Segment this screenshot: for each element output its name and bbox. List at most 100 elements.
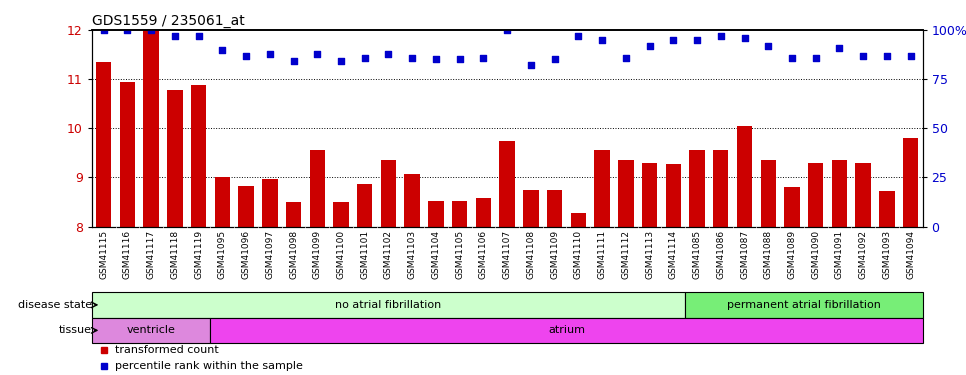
Text: GSM41086: GSM41086	[716, 230, 725, 279]
Text: GSM41113: GSM41113	[645, 230, 654, 279]
Point	[120, 27, 135, 33]
Point	[405, 54, 420, 60]
Bar	[309, 150, 325, 226]
Bar	[120, 82, 135, 226]
Text: GSM41089: GSM41089	[787, 230, 797, 279]
Text: GSM41109: GSM41109	[550, 230, 559, 279]
Point	[333, 58, 349, 64]
Point	[903, 53, 919, 58]
Bar	[903, 138, 919, 226]
Text: GSM41111: GSM41111	[598, 230, 607, 279]
Bar	[760, 160, 776, 226]
Text: GSM41117: GSM41117	[147, 230, 156, 279]
Text: GSM41106: GSM41106	[479, 230, 488, 279]
Bar	[211, 318, 923, 343]
Bar	[92, 318, 211, 343]
Point	[547, 57, 562, 63]
Bar	[191, 85, 207, 226]
Bar	[333, 202, 349, 226]
Bar	[475, 198, 491, 226]
Point	[760, 43, 776, 49]
Text: no atrial fibrillation: no atrial fibrillation	[335, 300, 441, 310]
Point	[262, 51, 277, 57]
Point	[499, 27, 515, 33]
Bar	[96, 62, 111, 226]
Point	[666, 37, 681, 43]
Text: GSM41102: GSM41102	[384, 230, 393, 279]
Bar	[784, 187, 800, 226]
Text: GSM41101: GSM41101	[360, 230, 369, 279]
Bar	[167, 90, 183, 226]
Bar	[405, 174, 420, 226]
Bar	[594, 150, 610, 226]
Point	[357, 54, 373, 60]
Bar	[143, 30, 158, 226]
Bar	[832, 160, 847, 226]
Point	[641, 43, 657, 49]
Point	[475, 54, 491, 60]
Text: GSM41090: GSM41090	[811, 230, 820, 279]
Point	[594, 37, 610, 43]
Point	[239, 53, 254, 58]
Point	[524, 62, 539, 68]
Text: percentile rank within the sample: percentile rank within the sample	[115, 361, 303, 370]
Text: GSM41103: GSM41103	[408, 230, 416, 279]
Text: ventricle: ventricle	[127, 326, 176, 335]
Point	[428, 57, 443, 63]
Text: GSM41112: GSM41112	[621, 230, 631, 279]
Text: GSM41105: GSM41105	[455, 230, 465, 279]
Point	[309, 51, 325, 57]
Text: GDS1559 / 235061_at: GDS1559 / 235061_at	[92, 13, 244, 28]
Text: GSM41108: GSM41108	[526, 230, 535, 279]
Text: GSM41119: GSM41119	[194, 230, 203, 279]
Text: GSM41114: GSM41114	[668, 230, 678, 279]
Point	[571, 33, 586, 39]
Point	[618, 54, 634, 60]
Point	[879, 53, 895, 58]
Point	[191, 33, 207, 39]
Bar	[239, 186, 254, 226]
Point	[167, 33, 183, 39]
Point	[143, 27, 158, 33]
Point	[737, 35, 753, 41]
Text: GSM41095: GSM41095	[217, 230, 227, 279]
Text: disease state: disease state	[17, 300, 92, 310]
Bar	[92, 292, 685, 318]
Point	[832, 45, 847, 51]
Bar	[357, 184, 373, 226]
Bar	[214, 177, 230, 226]
Text: atrium: atrium	[548, 326, 585, 335]
Text: GSM41104: GSM41104	[432, 230, 440, 279]
Bar	[524, 190, 539, 226]
Bar	[713, 150, 728, 226]
Text: GSM41097: GSM41097	[266, 230, 274, 279]
Text: GSM41091: GSM41091	[835, 230, 844, 279]
Point	[808, 54, 823, 60]
Bar	[808, 163, 823, 226]
Text: GSM41092: GSM41092	[859, 230, 867, 279]
Text: GSM41093: GSM41093	[882, 230, 892, 279]
Text: GSM41116: GSM41116	[123, 230, 132, 279]
Point	[96, 27, 111, 33]
Bar	[641, 163, 657, 226]
Bar	[685, 292, 923, 318]
Point	[286, 58, 301, 64]
Text: GSM41098: GSM41098	[289, 230, 298, 279]
Bar	[856, 163, 871, 226]
Text: GSM41100: GSM41100	[336, 230, 346, 279]
Point	[856, 53, 871, 58]
Point	[214, 46, 230, 53]
Bar	[381, 160, 396, 226]
Text: GSM41115: GSM41115	[99, 230, 108, 279]
Text: GSM41085: GSM41085	[693, 230, 701, 279]
Text: transformed count: transformed count	[115, 345, 218, 355]
Text: GSM41088: GSM41088	[764, 230, 773, 279]
Text: GSM41110: GSM41110	[574, 230, 582, 279]
Bar	[618, 160, 634, 226]
Text: GSM41107: GSM41107	[502, 230, 512, 279]
Bar	[879, 191, 895, 226]
Text: GSM41096: GSM41096	[242, 230, 250, 279]
Bar	[428, 201, 443, 226]
Point	[381, 51, 396, 57]
Bar	[690, 150, 705, 226]
